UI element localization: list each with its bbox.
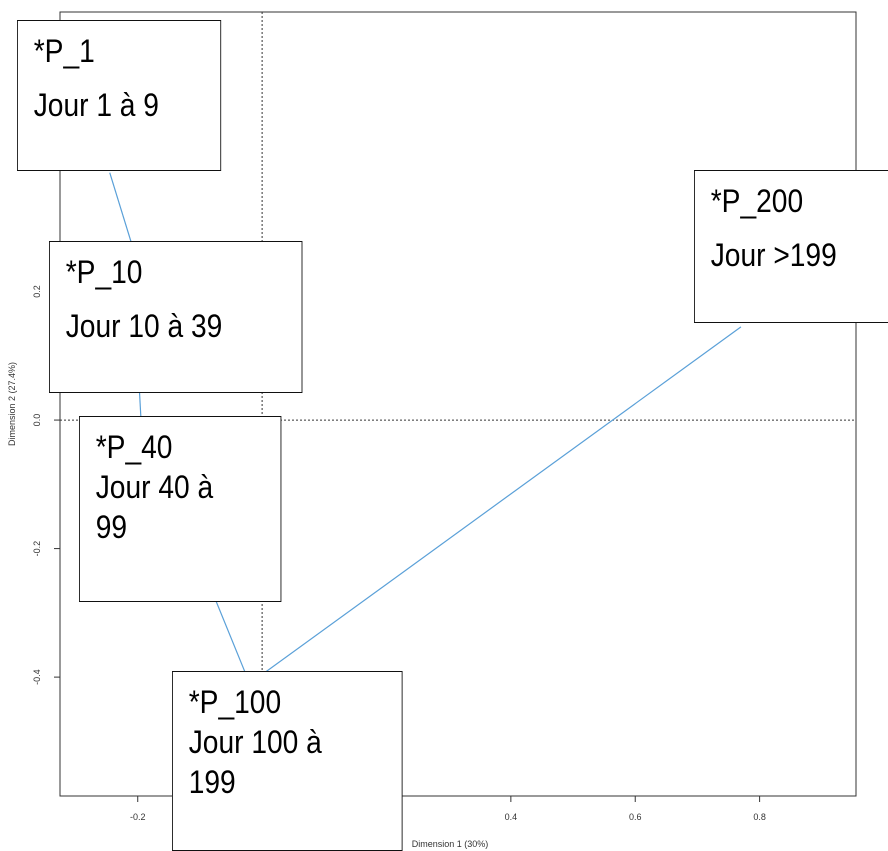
y-axis-title: Dimension 2 (27.4%) — [7, 362, 17, 446]
point-label-line: *P_100 — [188, 684, 282, 720]
x-axis-ticks: -0.2 0.4 0.6 0.8 — [130, 796, 766, 822]
point-label-box: *P_1 Jour 1 à 9 — [17, 20, 222, 171]
y-tick-label: -0.2 — [32, 541, 42, 557]
point-label-line: Jour 100 à — [188, 724, 322, 760]
point-label-line: *P_10 — [65, 254, 143, 290]
point-label-box: *P_10 Jour 10 à 39 — [49, 241, 303, 393]
y-tick-label: 0.2 — [32, 285, 42, 298]
point-label-box: *P_200 Jour >199 — [694, 170, 888, 323]
plot-frame — [59, 11, 857, 797]
point-label-line: 99 — [95, 509, 128, 545]
point-label-line: Jour 10 à 39 — [65, 308, 223, 344]
point-label-line: *P_40 — [95, 429, 173, 465]
connector-segment — [249, 326, 742, 685]
point-label-line: 199 — [188, 764, 236, 800]
point-label-box: *P_100 Jour 100 à 199 — [172, 671, 403, 851]
point-label-line: Jour 40 à — [95, 469, 214, 505]
x-tick-label: 0.4 — [505, 812, 518, 822]
x-axis-title: Dimension 1 (30%) — [412, 839, 489, 849]
x-tick-label: 0.6 — [629, 812, 642, 822]
x-tick-label: 0.8 — [753, 812, 766, 822]
point-label-line: Jour 1 à 9 — [33, 87, 159, 123]
point-label-line: *P_1 — [33, 33, 95, 69]
x-tick-label: -0.2 — [130, 812, 146, 822]
point-label-line: *P_200 — [710, 183, 804, 219]
y-tick-label: 0.0 — [32, 414, 42, 427]
y-tick-label: -0.4 — [32, 669, 42, 685]
point-label-line: Jour >199 — [710, 237, 837, 273]
point-label-box: *P_40 Jour 40 à 99 — [79, 416, 282, 602]
connector-segment — [109, 172, 133, 244]
